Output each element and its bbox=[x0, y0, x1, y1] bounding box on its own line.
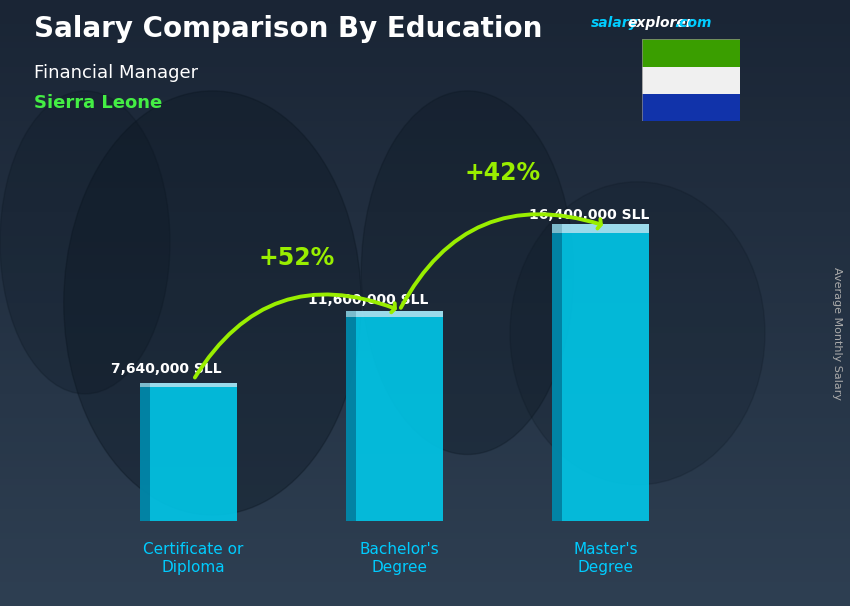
Text: Salary Comparison By Education: Salary Comparison By Education bbox=[34, 15, 542, 43]
Text: Sierra Leone: Sierra Leone bbox=[34, 94, 162, 112]
Text: Certificate or
Diploma: Certificate or Diploma bbox=[144, 542, 244, 574]
Bar bbox=[356, 318, 443, 521]
Text: explorer: explorer bbox=[627, 16, 693, 30]
Bar bbox=[552, 224, 563, 233]
Text: 16,400,000 SLL: 16,400,000 SLL bbox=[529, 208, 649, 222]
Text: +52%: +52% bbox=[258, 245, 335, 270]
Bar bbox=[346, 311, 356, 318]
Ellipse shape bbox=[64, 91, 361, 515]
Bar bbox=[356, 311, 443, 318]
Ellipse shape bbox=[361, 91, 574, 454]
Text: Average Monthly Salary: Average Monthly Salary bbox=[832, 267, 842, 400]
Bar bbox=[150, 387, 236, 521]
Text: Master's
Degree: Master's Degree bbox=[573, 542, 638, 574]
Bar bbox=[139, 383, 150, 387]
Text: 7,640,000 SLL: 7,640,000 SLL bbox=[111, 362, 222, 376]
Ellipse shape bbox=[0, 91, 170, 394]
Text: .com: .com bbox=[674, 16, 711, 30]
Text: salary: salary bbox=[591, 16, 638, 30]
Bar bbox=[563, 233, 649, 521]
Text: 11,600,000 SLL: 11,600,000 SLL bbox=[309, 293, 428, 307]
Bar bbox=[563, 224, 649, 233]
Ellipse shape bbox=[510, 182, 765, 485]
Bar bbox=[552, 233, 563, 521]
Text: Financial Manager: Financial Manager bbox=[34, 64, 198, 82]
Text: Bachelor's
Degree: Bachelor's Degree bbox=[360, 542, 439, 574]
Bar bbox=[642, 94, 740, 121]
Text: +42%: +42% bbox=[464, 161, 541, 185]
Bar bbox=[346, 318, 356, 521]
Bar bbox=[642, 67, 740, 94]
Bar bbox=[150, 383, 236, 387]
Bar bbox=[139, 387, 150, 521]
Bar bbox=[642, 39, 740, 67]
